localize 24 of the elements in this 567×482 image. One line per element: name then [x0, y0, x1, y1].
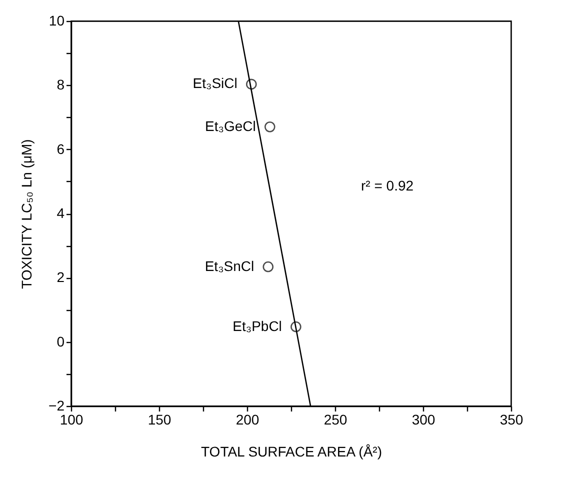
point: [290, 321, 302, 332]
y-tick-label: 0: [56, 333, 65, 350]
x-tick-label: 150: [148, 412, 172, 428]
annotation: r² = 0.92: [361, 178, 414, 194]
y-tick-label: 10: [48, 12, 65, 28]
annotation: Et₃PbCl: [232, 318, 282, 334]
x-axis-title: TOTAL SURFACE AREA (Å²): [200, 444, 382, 460]
x-tick-label: 200: [236, 412, 260, 428]
y-tick-label: 4: [56, 205, 65, 221]
x-tick-label: 300: [412, 412, 436, 428]
x-tick-label: 100: [60, 412, 84, 428]
annotation: Et₃SnCl: [204, 258, 254, 274]
y-tick-label: 8: [56, 76, 65, 93]
y-axis-title: TOXICITY LC₅₀ Ln (μM): [18, 139, 35, 289]
x-tick-label: 350: [500, 412, 524, 428]
annotation: Et₃GeCl: [205, 118, 256, 134]
y-tick-label: 2: [56, 269, 65, 286]
y-tick-label: 6: [56, 140, 65, 157]
x-tick-label: 250: [324, 412, 348, 428]
y-tick-label: −2: [48, 398, 65, 414]
point: [264, 121, 276, 132]
point: [246, 78, 257, 90]
annotation: Et₃SiCl: [192, 75, 238, 92]
point: [262, 261, 274, 272]
